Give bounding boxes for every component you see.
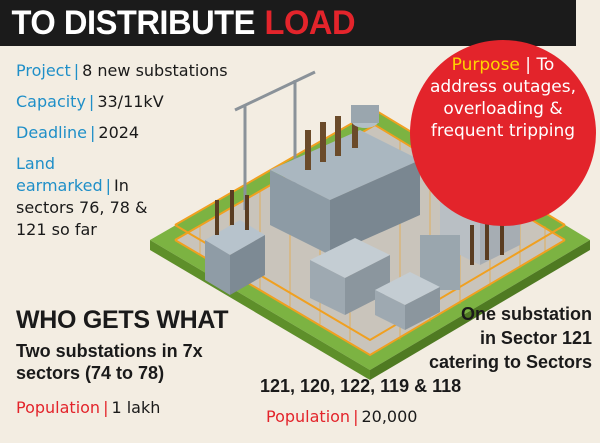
who-gets-what-title: WHO GETS WHAT [16, 306, 229, 334]
fact-key: Project [16, 61, 71, 80]
fact-land: Land earmarked | In sectors 76, 78 & 121 s… [16, 153, 156, 241]
population-separator: | [353, 407, 359, 426]
population-value: 1 lakh [111, 398, 161, 417]
population-key: Population [16, 398, 101, 417]
headline: TO DISTRIBUTE LOAD [0, 0, 576, 46]
population-left: Population | 1 lakh [16, 398, 160, 417]
who-right-text: One substation in Sector 121 catering to… [252, 302, 592, 398]
population-value: 20,000 [361, 407, 418, 426]
who-right-line: catering to Sectors [428, 352, 592, 372]
fact-separator: | [88, 92, 95, 111]
fact-deadline: Deadline | 2024 [16, 122, 276, 144]
population-right: Population | 20,000 [266, 407, 417, 426]
purpose-badge: Purpose | To address outages, overloadin… [410, 40, 596, 226]
fact-project: Project | 8 new substations [16, 60, 276, 82]
fact-key: Deadline [16, 123, 87, 142]
fact-value: 33/11kV [97, 92, 164, 111]
fact-separator: | [90, 123, 96, 142]
purpose-separator: | [525, 55, 532, 75]
headline-main: TO DISTRIBUTE [11, 3, 256, 42]
headline-accent: LOAD [264, 3, 356, 42]
population-key: Population [266, 407, 351, 426]
who-left-text: Two substations in 7x sectors (74 to 78) [16, 341, 203, 383]
who-right-line: in Sector 121 [479, 328, 592, 348]
purpose-value: To address outages, overloading & freque… [430, 55, 576, 141]
fact-value: In sectors 76, 78 & 121 so far [16, 176, 148, 239]
fact-separator: | [73, 61, 80, 80]
population-separator: | [103, 398, 109, 417]
fact-key: Land earmarked [16, 154, 103, 195]
fact-value: 8 new substations [82, 61, 228, 80]
purpose-key: Purpose [451, 55, 520, 75]
who-right-line: 121, 120, 122, 119 & 118 [260, 376, 462, 396]
fact-separator: | [105, 176, 111, 195]
fact-key: Capacity [16, 92, 86, 111]
fact-value: 2024 [98, 123, 140, 142]
who-right-line: One substation [460, 304, 592, 324]
fact-capacity: Capacity | 33/11kV [16, 91, 276, 113]
fact-list: Project | 8 new substations Capacity | 33/11… [16, 60, 276, 250]
